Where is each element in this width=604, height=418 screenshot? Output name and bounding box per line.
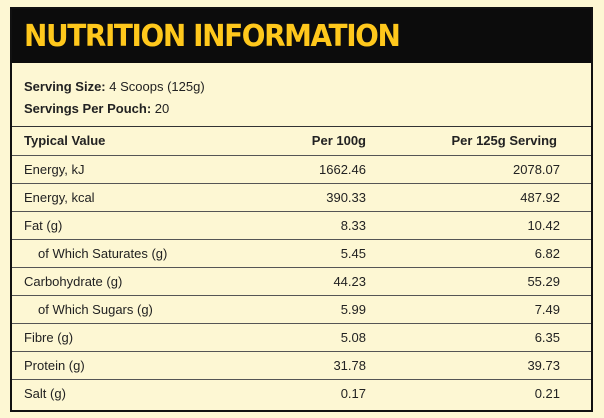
serving-size-value: 4 Scoops (125g) — [109, 79, 205, 94]
per-serving-value: 0.21 — [534, 385, 560, 401]
table-row: Fat (g) 8.33 10.42 — [12, 211, 591, 240]
serving-info: Serving Size: 4 Scoops (125g) Servings P… — [12, 63, 591, 127]
per-100g-value: 5.45 — [230, 239, 366, 268]
column-header-per-serving: Per 125g Serving — [366, 127, 591, 156]
table-row: of Which Saturates (g) 5.45 6.82 — [12, 239, 591, 268]
per-100g-value: 5.99 — [230, 295, 366, 324]
per-serving-value: 39.73 — [366, 351, 591, 380]
nutrient-name: Energy, kcal — [12, 183, 230, 212]
servings-per-pouch-value: 20 — [154, 101, 170, 116]
table-row: Salt (g) 0.17 0.21 — [12, 379, 591, 407]
column-header-per-100g: Per 100g — [230, 127, 366, 156]
per-100g-value: 5.08 — [230, 323, 366, 352]
nutrient-name: Fat (g) — [12, 211, 230, 240]
per-serving-value: 487.92 — [366, 183, 591, 212]
per-100g-value: 44.23 — [230, 267, 366, 296]
per-serving-value: 7.49 — [366, 295, 591, 324]
table-row: Fibre (g) 5.08 6.35 — [12, 323, 591, 352]
servings-per-pouch-line: Servings Per Pouch: 20 — [24, 98, 591, 120]
nutrient-name: Protein (g) — [12, 351, 230, 380]
servings-per-pouch-label: Servings Per Pouch: — [24, 101, 152, 116]
per-100g-value: 390.33 — [230, 183, 366, 212]
page-title: NUTRITION INFORMATION — [24, 18, 401, 54]
serving-size-label: Serving Size: — [24, 79, 106, 94]
table-row: Protein (g) 31.78 39.73 — [12, 351, 591, 380]
nutrition-panel: NUTRITION INFORMATION Serving Size: 4 Sc… — [10, 7, 593, 412]
per-serving-value: 10.42 — [366, 211, 591, 240]
column-header-typical-value: Typical Value — [12, 127, 230, 156]
serving-size-line: Serving Size: 4 Scoops (125g) — [24, 76, 591, 98]
per-serving-value: 2078.07 — [366, 155, 591, 184]
table-row: Carbohydrate (g) 44.23 55.29 — [12, 267, 591, 296]
nutrient-name: Energy, kJ — [12, 155, 230, 184]
nutrient-name: Fibre (g) — [12, 323, 230, 352]
panel-header: NUTRITION INFORMATION — [12, 9, 591, 63]
table-header-row: Typical Value Per 100g Per 125g Serving — [12, 127, 591, 156]
nutrient-name: Salt (g) — [24, 385, 66, 401]
table-row: Energy, kJ 1662.46 2078.07 — [12, 155, 591, 184]
per-serving-value: 6.82 — [366, 239, 591, 268]
per-100g-value: 1662.46 — [230, 155, 366, 184]
per-100g-value: 31.78 — [230, 351, 366, 380]
nutrition-table-body: Energy, kJ 1662.46 2078.07 Energy, kcal 390.… — [12, 155, 591, 407]
per-serving-value: 6.35 — [366, 323, 591, 352]
nutrient-name: Carbohydrate (g) — [12, 267, 230, 296]
per-100g-value: 0.17 — [340, 385, 366, 401]
nutrient-name: of Which Saturates (g) — [12, 239, 230, 268]
per-100g-value: 8.33 — [230, 211, 366, 240]
table-row: Energy, kcal 390.33 487.92 — [12, 183, 591, 212]
table-row: of Which Sugars (g) 5.99 7.49 — [12, 295, 591, 324]
per-serving-value: 55.29 — [366, 267, 591, 296]
nutrient-name: of Which Sugars (g) — [12, 295, 230, 324]
nutrition-table: Typical Value Per 100g Per 125g Serving … — [12, 127, 591, 407]
